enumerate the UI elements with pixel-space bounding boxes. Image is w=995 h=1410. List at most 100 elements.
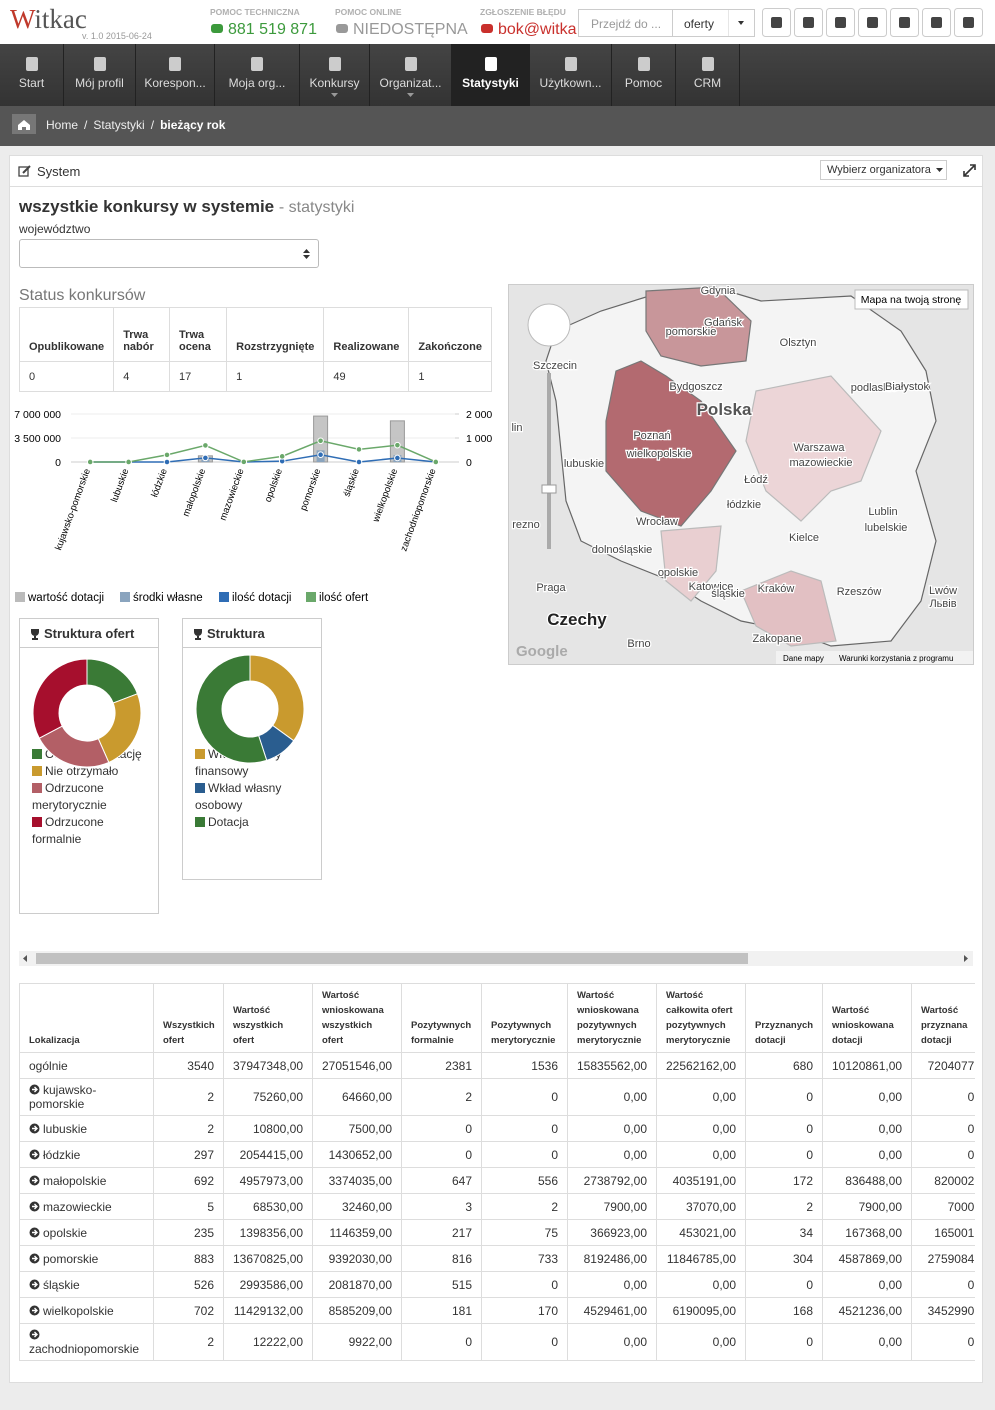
map-label: Polska <box>697 400 752 419</box>
nav-item[interactable]: Statystyki <box>452 44 530 106</box>
nav-item[interactable]: Pomoc <box>612 44 676 106</box>
location-cell[interactable]: łódzkie <box>19 1141 154 1168</box>
nav-item[interactable]: CRM <box>676 44 740 106</box>
legend-swatch <box>15 592 25 602</box>
column-header: Wartość wszystkich ofert <box>223 983 313 1053</box>
expand-icon <box>29 1123 40 1133</box>
nav-item[interactable]: Korespon... <box>136 44 215 106</box>
cell: 168 <box>745 1297 823 1324</box>
cell: 680 <box>745 1052 823 1079</box>
cell: 27051546,00 <box>312 1052 402 1079</box>
map-label: Olsztyn <box>780 337 817 349</box>
caret <box>330 93 338 97</box>
logo[interactable]: Witkac <box>10 4 87 34</box>
cell: 0 <box>745 1271 823 1298</box>
location-cell[interactable]: wielkopolskie <box>19 1297 154 1324</box>
tool-button[interactable] <box>890 8 919 37</box>
legend-label: Odrzucone formalnie <box>32 815 104 846</box>
nav-label: Moja org... <box>228 76 286 90</box>
point <box>163 458 171 466</box>
nav-item[interactable]: Użytkown... <box>530 44 612 106</box>
tool-button[interactable] <box>858 8 887 37</box>
cell: 0,00 <box>567 1141 657 1168</box>
tool-button[interactable] <box>762 8 791 37</box>
location-cell[interactable]: kujawsko-pomorskie <box>19 1078 154 1116</box>
x-tick-label: lubuskie <box>109 467 131 504</box>
help-value[interactable]: 881 519 871 <box>210 21 317 39</box>
help-value[interactable]: bok@witka <box>480 21 577 39</box>
location-cell[interactable]: śląskie <box>19 1271 154 1298</box>
breadcrumb-items: Home / Statystyki / bieżący rok <box>46 118 225 132</box>
tool-button[interactable] <box>794 8 823 37</box>
h-scrollbar[interactable] <box>19 951 973 966</box>
crumb[interactable]: Statystyki <box>93 118 145 132</box>
location-cell[interactable]: lubuskie <box>19 1115 154 1142</box>
column-header: Wartość przyznana dotacji <box>911 983 975 1053</box>
search-input[interactable]: Przejdź do ... <box>578 9 673 37</box>
nav-item[interactable]: Moja org... <box>215 44 300 106</box>
cell: 820002,00 <box>911 1167 975 1194</box>
y-tick-label: 7 000 000 <box>14 409 61 421</box>
nav-icon <box>404 57 417 71</box>
help-text: 881 519 871 <box>228 21 317 38</box>
tool-button[interactable] <box>826 8 855 37</box>
trophy-icon <box>31 629 39 640</box>
nav-item[interactable]: Mój profil <box>64 44 136 106</box>
tool-button[interactable] <box>922 8 951 37</box>
map-label: Katowice <box>689 581 734 593</box>
cell: 1430652,00 <box>312 1141 402 1168</box>
organizer-button[interactable]: Wybierz organizatora <box>820 160 947 180</box>
breadcrumb: Home / Statystyki / bieżący rok <box>0 106 995 146</box>
cell: 0,00 <box>656 1078 746 1116</box>
nav-item[interactable]: Start <box>0 44 64 106</box>
location-cell[interactable]: opolskie <box>19 1219 154 1246</box>
icon-shape <box>336 24 348 33</box>
nav-item[interactable]: Organizat... <box>370 44 452 106</box>
crumb[interactable]: Home <box>46 118 79 132</box>
location-cell[interactable]: pomorskie <box>19 1245 154 1272</box>
icon-shape <box>637 57 650 71</box>
button-glyph <box>803 17 814 28</box>
cell: 7500,00 <box>312 1115 402 1142</box>
cell: 2 <box>481 1193 568 1220</box>
status-header: Trwa ocena <box>169 307 228 362</box>
heading-subtitle: - statystyki <box>278 199 355 216</box>
map-label: wielkopolskie <box>626 448 692 460</box>
legend-swatch <box>195 749 205 759</box>
cell: 0 <box>481 1141 568 1168</box>
status-header: Realizowane <box>323 307 410 362</box>
help-text: bok@witka <box>498 21 577 38</box>
data-row: lubuskie 2 10800,00 7500,00 0 0 0,00 0,00 0 0,00 0… <box>19 1115 975 1142</box>
x-tick-label: kujawsko-pomorskie <box>53 467 93 552</box>
point <box>317 437 324 445</box>
point <box>86 458 94 466</box>
location-cell[interactable]: mazowieckie <box>19 1193 154 1220</box>
location-cell[interactable]: małopolskie <box>19 1167 154 1194</box>
expand-icon[interactable] <box>963 164 976 177</box>
tool-button[interactable] <box>954 8 983 37</box>
data-row: ogólnie 3540 37947348,00 27051546,00 2381 153… <box>19 1052 975 1079</box>
legend-swatch <box>32 817 42 827</box>
legend-item: Odrzucone merytorycznie <box>32 780 147 814</box>
cell: 4521236,00 <box>822 1297 912 1324</box>
cell: 3374035,00 <box>312 1167 402 1194</box>
region <box>660 525 722 602</box>
line <box>90 453 436 463</box>
cell: 0,00 <box>656 1323 746 1361</box>
cell: 235 <box>153 1219 224 1246</box>
help-icon <box>481 24 493 33</box>
cell: 170 <box>481 1297 568 1324</box>
help-value[interactable]: NIEDOSTĘPNA <box>335 21 468 39</box>
table-scroll: Lokalizacja Wszystkich ofert Wartość wszys… <box>19 983 975 1373</box>
trophy-icon <box>194 629 202 640</box>
location-cell[interactable]: zachodniopomorskie <box>19 1323 154 1361</box>
version: v. 1.0 2015-06-24 <box>82 31 152 41</box>
cell: 1536 <box>481 1052 568 1079</box>
map-label: Zakopane <box>753 633 802 645</box>
home-icon[interactable] <box>12 114 36 134</box>
map-label: dolnośląskie <box>592 544 653 556</box>
column-header: Wartość wnioskowana pozytywnych merytory… <box>567 983 657 1053</box>
region-select[interactable] <box>19 239 319 268</box>
nav-item[interactable]: Konkursy <box>300 44 370 106</box>
